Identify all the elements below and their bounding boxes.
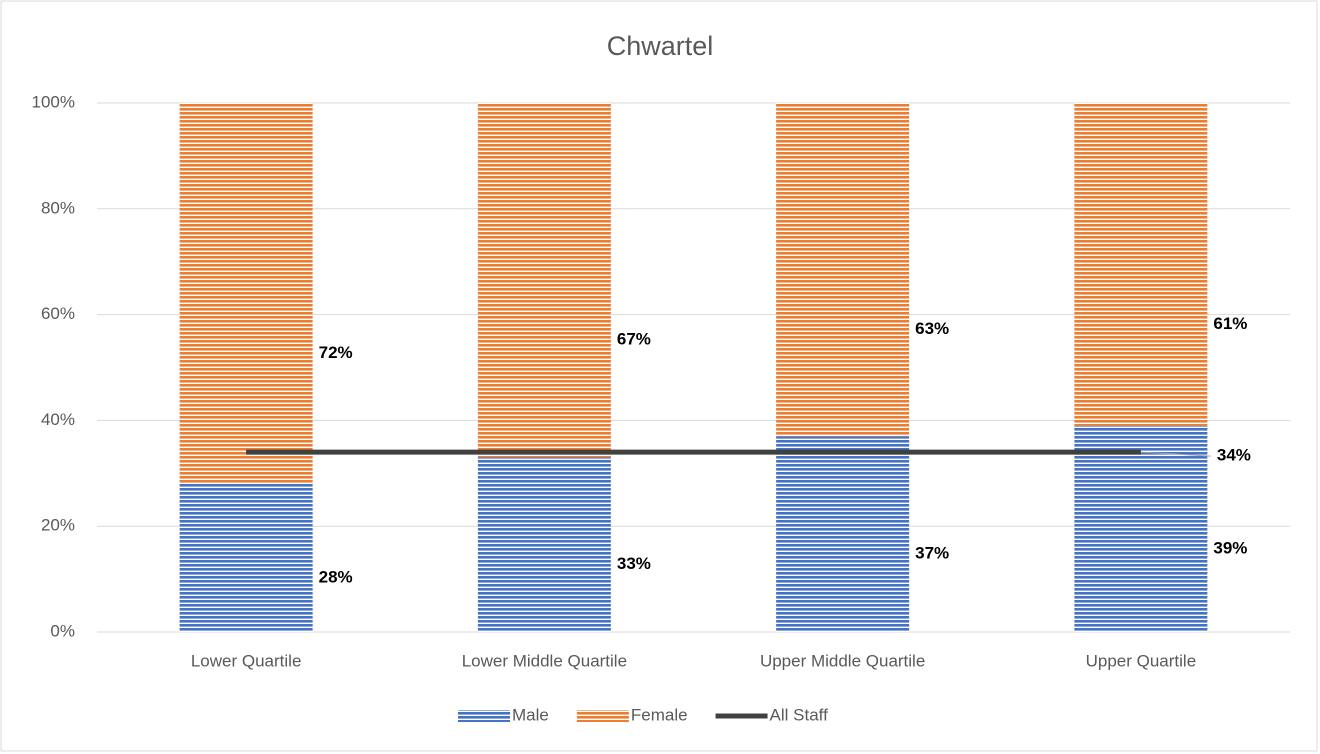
x-tick-label: Upper Middle Quartile	[760, 651, 925, 670]
legend-label: Male	[512, 705, 549, 724]
data-label: 37%	[915, 544, 949, 563]
data-label: 33%	[617, 554, 651, 573]
data-label: 61%	[1213, 314, 1247, 333]
y-tick-label: 80%	[41, 198, 75, 217]
chart-title: Chwartel	[607, 31, 714, 61]
bar-segment	[179, 103, 313, 484]
bar-segment	[179, 483, 313, 632]
data-label: 63%	[915, 319, 949, 338]
data-label: 72%	[319, 343, 353, 362]
x-tick-label: Lower Middle Quartile	[462, 651, 627, 670]
data-label: 39%	[1213, 538, 1247, 557]
data-label: 34%	[1217, 446, 1251, 465]
x-tick-label: Lower Quartile	[191, 651, 302, 670]
bar-segment	[477, 457, 611, 632]
legend-label: All Staff	[770, 705, 829, 724]
legend-swatch	[458, 710, 510, 722]
legend-label: Female	[631, 705, 688, 724]
x-tick-label: Upper Quartile	[1086, 651, 1197, 670]
y-tick-label: 60%	[41, 304, 75, 323]
leader-line	[1140, 451, 1211, 457]
data-label: 28%	[319, 567, 353, 586]
y-tick-label: 20%	[41, 516, 75, 535]
y-tick-label: 40%	[41, 410, 75, 429]
y-tick-label: 0%	[50, 621, 75, 640]
bar-segment	[776, 436, 910, 632]
bar-segment	[1074, 425, 1208, 632]
bar-segment	[776, 103, 910, 437]
bar-segment	[1074, 103, 1208, 426]
y-tick-label: 100%	[32, 92, 75, 111]
bar-segment	[477, 103, 611, 458]
data-label: 67%	[617, 330, 651, 349]
legend-swatch	[576, 710, 629, 722]
